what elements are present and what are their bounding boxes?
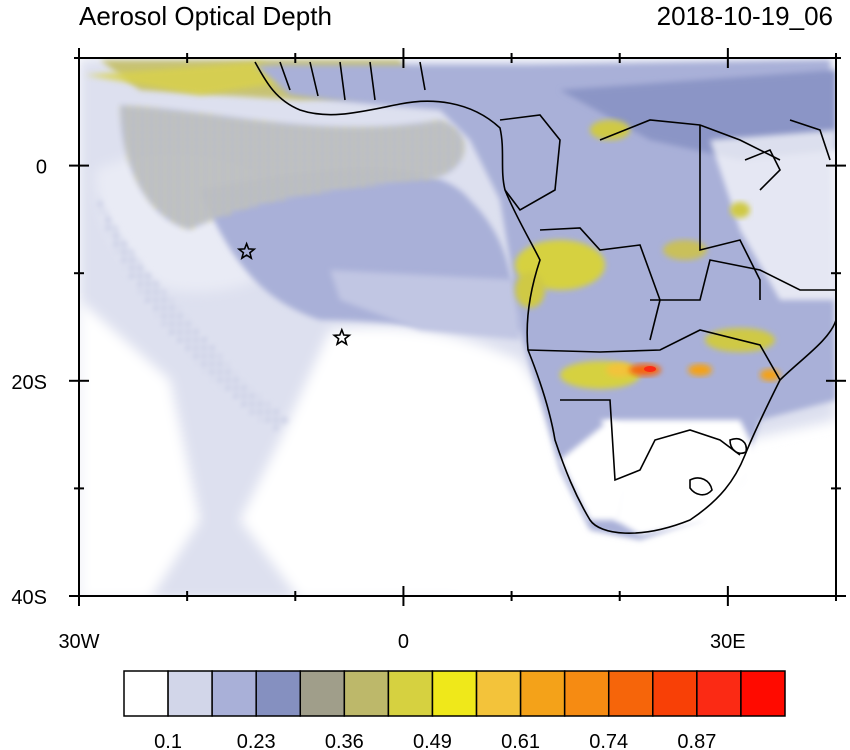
colorbar-swatch [431, 670, 478, 717]
map-timestamp: 2018-10-19_06 [657, 1, 833, 31]
axis-ticks [69, 48, 846, 606]
colorbar-label: 0.61 [501, 731, 540, 750]
axis-tick-labels: 30W 0 30E 0 20S 40S [11, 157, 745, 653]
colorbar-swatch [652, 670, 698, 717]
x-tick-label: 30W [58, 631, 99, 653]
star-marker [332, 327, 352, 346]
colorbar-swatch [563, 670, 610, 717]
colorbar-swatch [696, 670, 742, 717]
y-tick-label: 0 [36, 157, 47, 179]
colorbar-swatch [255, 670, 302, 717]
station-markers [236, 241, 352, 346]
colorbar-swatch [211, 670, 257, 717]
coastline-borders [254, 61, 836, 534]
colorbar-label: 0.74 [589, 731, 628, 750]
y-tick-label: 40S [11, 587, 47, 609]
colorbar-label: 0.23 [237, 731, 276, 750]
star-marker [236, 241, 257, 261]
colorbar-swatch [123, 670, 169, 717]
colorbar-label: 0.49 [413, 731, 452, 750]
map-title: Aerosol Optical Depth [79, 1, 332, 31]
y-tick-label: 20S [11, 372, 47, 394]
colorbar-label: 0.1 [154, 731, 182, 750]
x-tick-label: 30E [710, 631, 746, 653]
colorbar-swatch [387, 670, 434, 717]
colorbar-label: 0.36 [325, 731, 364, 750]
colorbar-label: 0.87 [677, 731, 716, 750]
colorbar-swatch [343, 670, 390, 717]
colorbar-swatch [167, 670, 213, 717]
colorbar: 0.1 0.23 0.36 0.49 0.61 0.74 0.87 [123, 670, 786, 750]
x-tick-label: 0 [398, 631, 409, 653]
colorbar-swatch [740, 670, 786, 717]
colorbar-swatch [299, 670, 346, 717]
colorbar-swatch [519, 670, 566, 717]
colorbar-swatch [607, 670, 654, 717]
aod-field [79, 58, 836, 596]
map-frame [78, 57, 837, 597]
colorbar-swatch [475, 670, 522, 717]
